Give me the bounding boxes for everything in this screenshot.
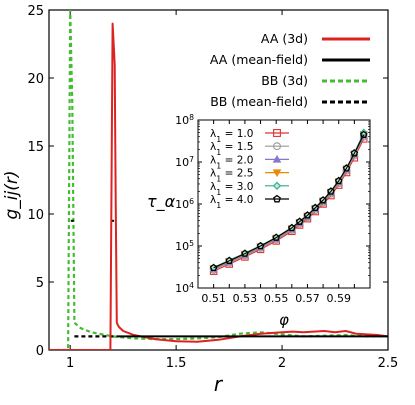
circle-marker [273, 142, 281, 151]
inset-legend-label: λ1 = 1.0 [210, 128, 253, 144]
pentagon-marker [350, 149, 359, 157]
inset-axis-ticks: 0.51 0.53 0.55 0.57 0.59 104 105 106 107 108 [175, 113, 370, 305]
legend-label: AA (3d) [261, 31, 308, 46]
y-tick-label: 0 [36, 344, 44, 359]
pentagon-marker [295, 217, 304, 225]
legend-label: BB (3d) [261, 73, 308, 88]
inset-y-tick-label: 104 [175, 281, 194, 296]
inset-y-axis-label: τ_α [147, 192, 176, 212]
inset-legend-label: λ1 = 2.5 [210, 168, 253, 184]
main-series-lines [49, 10, 388, 350]
diamond-marker [272, 181, 282, 190]
inset-series-line [213, 134, 365, 269]
series-line-aa-3d- [49, 22, 388, 350]
x-tick-label: 1.5 [166, 356, 187, 371]
pentagon-marker [334, 176, 343, 185]
y-tick-label: 25 [27, 4, 44, 19]
main-plot-frame [48, 9, 389, 351]
x-tick-label: 2 [278, 356, 286, 371]
triangle-up-marker [272, 154, 282, 163]
pentagon-marker [342, 164, 351, 172]
pentagon-marker [288, 223, 296, 232]
main-axis-ticks: 1 1.5 2 2.5 0 5 10 15 20 25 [27, 4, 398, 371]
inset-x-tick-label: 0.53 [233, 292, 258, 305]
x-tick-label: 2.5 [378, 356, 399, 371]
inset-x-tick-label: 0.55 [264, 292, 289, 305]
pentagon-marker [225, 256, 234, 264]
y-tick-label: 10 [27, 208, 44, 223]
y-tick-label: 15 [27, 140, 44, 155]
inset-legend: λ1 = 1.0λ1 = 1.5λ1 = 2.0λ1 = 2.5λ1 = 3.0… [210, 128, 289, 210]
inset-x-tick-label: 0.57 [295, 292, 320, 305]
series-marker [111, 219, 115, 222]
pentagon-marker [327, 187, 335, 195]
inset-x-tick-label: 0.59 [326, 292, 351, 305]
pentagon-marker [311, 203, 320, 212]
pentagon-marker [273, 194, 281, 203]
inset-y-tick-label: 106 [175, 197, 194, 212]
pentagon-marker [256, 241, 265, 250]
inset-legend-label: λ1 = 4.0 [210, 194, 253, 210]
pentagon-marker [272, 233, 280, 241]
x-tick-label: 1 [66, 356, 74, 371]
legend-label: BB (mean-field) [210, 94, 308, 109]
triangle-down-marker [272, 169, 282, 178]
inset-series-lines [209, 128, 368, 275]
pentagon-marker [209, 263, 218, 272]
inset-legend-label: λ1 = 2.0 [210, 154, 253, 170]
pentagon-marker [303, 211, 312, 219]
main-x-axis-label: r [214, 372, 224, 396]
series-marker [70, 219, 74, 222]
inset-x-axis-label: φ [279, 311, 289, 329]
main-legend: AA (3d) AA (mean-field) BB (3d) BB (mean-fi… [210, 31, 370, 109]
inset-y-tick-label: 105 [175, 239, 194, 254]
legend-label: AA (mean-field) [210, 52, 308, 67]
inset-y-tick-label: 108 [175, 113, 194, 128]
y-tick-label: 20 [27, 72, 44, 87]
pentagon-marker [241, 249, 249, 257]
pentagon-marker [319, 196, 327, 204]
pentagon-marker [359, 130, 368, 138]
y-tick-label: 5 [36, 276, 44, 291]
inset-y-tick-label: 107 [175, 155, 194, 170]
inset-legend-label: λ1 = 1.5 [210, 141, 253, 157]
square-marker [273, 129, 281, 137]
inset-x-tick-label: 0.51 [201, 292, 226, 305]
inset-legend-label: λ1 = 3.0 [210, 181, 253, 197]
main-y-axis-label: g_ij(r) [2, 171, 22, 220]
